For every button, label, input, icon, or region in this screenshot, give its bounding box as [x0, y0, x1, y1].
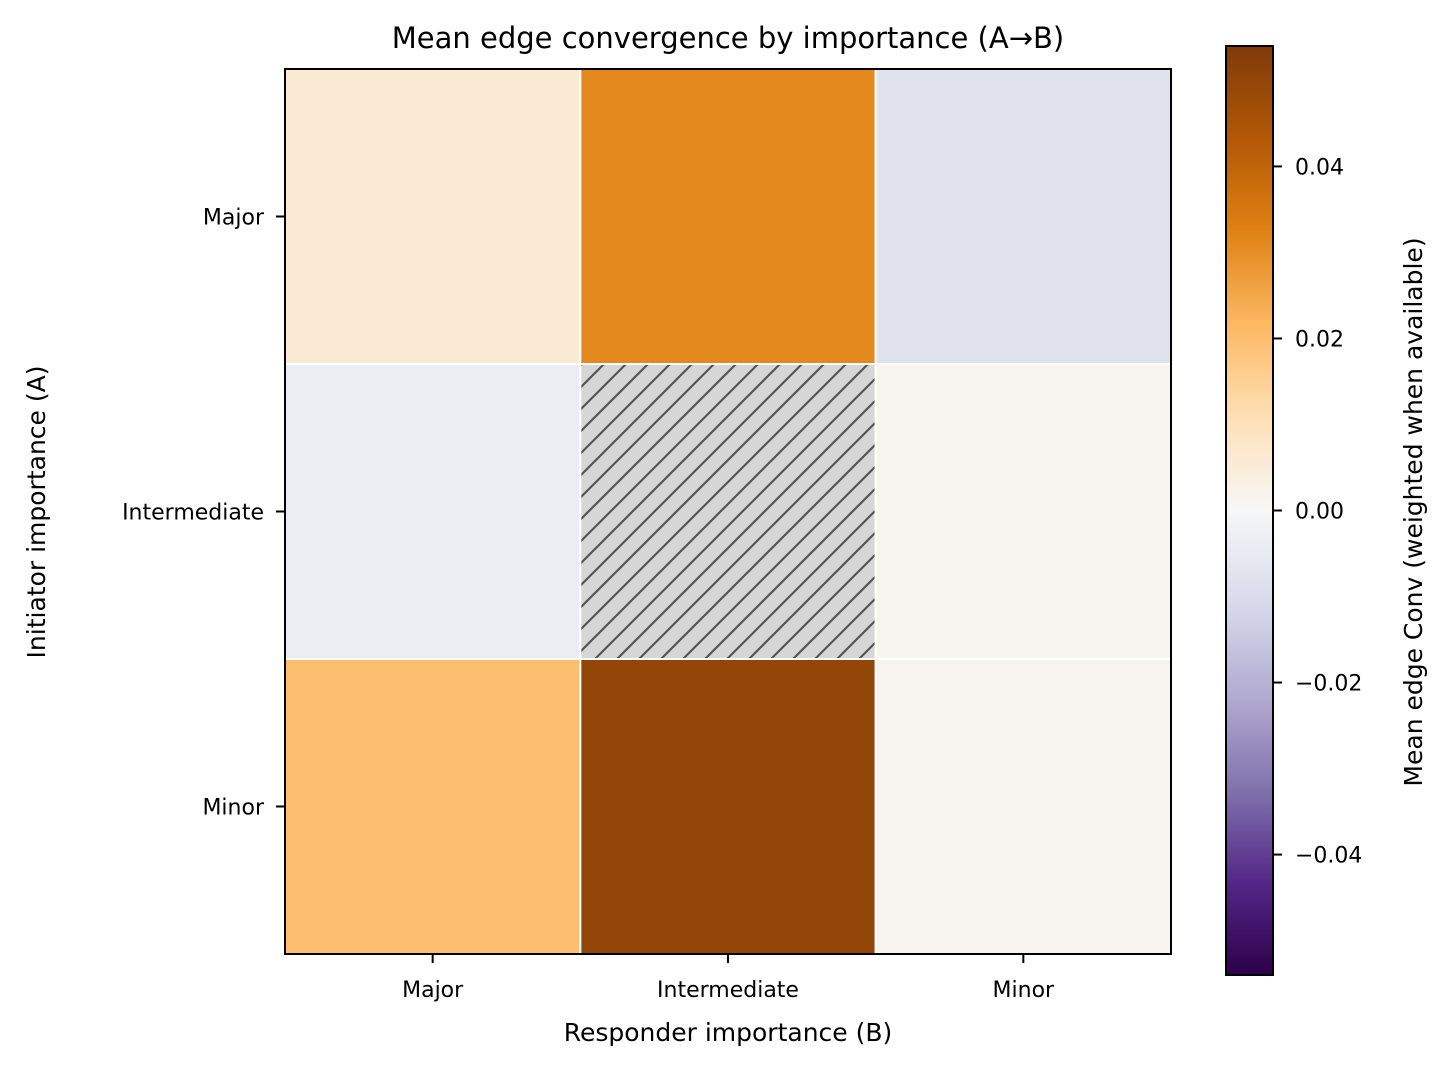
x-tick-label: Intermediate: [657, 978, 799, 1003]
y-axis-label: Initiator importance (A): [22, 366, 51, 659]
colorbar: 0.04 0.02 0.00 −0.02 −0.04 Mean edge Conv (w…: [1225, 45, 1428, 976]
heatmap-cell-0-2: [874, 68, 1173, 365]
heatmap-cell-0-0: [284, 68, 582, 365]
colorbar-gradient: [1225, 45, 1274, 976]
heatmap-cell-0-1: [579, 68, 877, 365]
colorbar-tick-label: 0.04: [1295, 155, 1344, 180]
heatmap-cell-2-0: [284, 658, 582, 955]
colorbar-label: Mean edge Conv (weighted when available): [1399, 237, 1428, 786]
colorbar-tick-label: −0.02: [1295, 672, 1362, 697]
chart-title: Mean edge convergence by importance (A→B…: [392, 21, 1064, 55]
x-tick-label: Minor: [993, 978, 1055, 1003]
x-axis-label: Responder importance (B): [564, 1018, 893, 1047]
heatmap-cell-1-0: [284, 363, 582, 660]
colorbar-tick-label: −0.04: [1295, 844, 1362, 869]
y-tick-label: Intermediate: [122, 501, 264, 526]
y-axis-ticks: Major Intermediate Minor: [122, 206, 285, 821]
y-tick-label: Major: [203, 206, 265, 231]
heatmap-cell-1-1: [579, 363, 877, 660]
x-tick-label: Major: [402, 978, 464, 1003]
y-tick-label: Minor: [202, 796, 264, 821]
colorbar-tick-label: 0.00: [1295, 500, 1344, 525]
heatmap-cell-1-2: [874, 363, 1173, 660]
colorbar-tick-label: 0.02: [1295, 327, 1344, 352]
colorbar-ticks: 0.04 0.02 0.00 −0.02 −0.04: [1273, 155, 1362, 869]
heatmap-cell-2-2: [874, 658, 1173, 955]
x-axis-ticks: Major Intermediate Minor: [402, 954, 1055, 1003]
heatmap-cells: [284, 68, 1173, 955]
heatmap-cell-2-1: [579, 658, 877, 955]
